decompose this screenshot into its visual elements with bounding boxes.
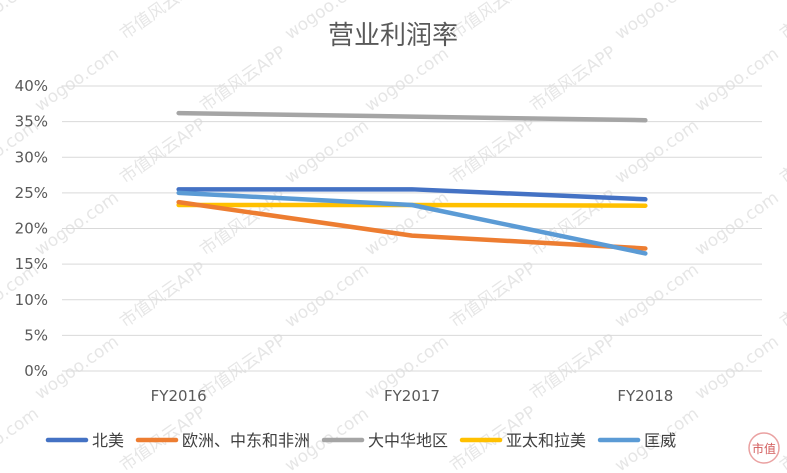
series-lines [176, 110, 648, 256]
watermark-text: 市值风云APP [526, 42, 620, 116]
series-line [176, 190, 648, 256]
watermark-text: wogoo.com [611, 116, 702, 188]
y-tick-label: 10% [15, 291, 48, 309]
watermark-text: 市值风云APP [116, 0, 210, 44]
y-tick-label: 5% [24, 326, 48, 344]
x-tick-label: FY2017 [384, 387, 440, 405]
watermark-text: 市值风云APP [776, 0, 787, 44]
watermark-text: wogoo.com [611, 260, 702, 332]
watermark-text: wogoo.com [361, 44, 452, 116]
legend-label: 匡威 [644, 431, 676, 450]
watermark-text: 市值风云APP [446, 114, 540, 188]
watermark-logo-text: 市值 [752, 441, 776, 456]
x-tick-label: FY2016 [151, 387, 207, 405]
watermark-text: 市值风云APP [776, 402, 787, 473]
legend-label: 欧洲、中东和非洲 [182, 431, 310, 450]
x-axis-ticks: FY2016 FY2017 FY2018 [151, 387, 674, 405]
watermark-text: 市值风云APP [526, 330, 620, 404]
watermark-text: 市值风云APP [446, 0, 540, 44]
y-tick-label: 40% [15, 77, 48, 95]
watermark-text: 市值风云APP [196, 330, 290, 404]
watermark-text: wogoo.com [0, 0, 43, 44]
watermark-text: 市值风云APP [446, 258, 540, 332]
watermark-text: 市值风云APP [196, 42, 290, 116]
series-line [176, 187, 648, 202]
x-tick-label: FY2018 [617, 387, 673, 405]
gridlines [62, 85, 762, 372]
watermark-text: wogoo.com [691, 332, 782, 404]
y-tick-label: 25% [15, 184, 48, 202]
watermark-logo: 市值 [748, 432, 780, 464]
y-tick-label: 20% [15, 220, 48, 238]
legend-label: 大中华地区 [368, 431, 448, 450]
watermark-text: wogoo.com [281, 116, 372, 188]
y-axis-ticks: 0% 5% 10% 15% 20% 25% 30% 35% 40% [15, 77, 48, 380]
y-tick-label: 30% [15, 148, 48, 166]
watermark-text: wogoo.com [361, 188, 452, 260]
chart-title: 营业利润率 [328, 21, 458, 51]
y-tick-label: 35% [15, 113, 48, 131]
legend-label: 北美 [92, 431, 124, 450]
watermark-text: 市值风云APP [776, 114, 787, 188]
watermark-text: wogoo.com [691, 188, 782, 260]
watermark-text: 市值风云APP [116, 258, 210, 332]
y-tick-label: 0% [24, 362, 48, 380]
series-line [176, 110, 648, 123]
watermark-text: wogoo.com [691, 44, 782, 116]
watermark-text: 市值风云APP [776, 258, 787, 332]
y-tick-label: 15% [15, 255, 48, 273]
watermark-text: wogoo.com [281, 260, 372, 332]
watermark-text: 市值风云APP [116, 114, 210, 188]
watermark-text: wogoo.com [0, 404, 43, 473]
series-line [176, 199, 648, 251]
watermark-logo-circle [748, 432, 780, 464]
watermark-text: wogoo.com [611, 0, 702, 44]
legend-label: 亚太和拉美 [506, 431, 586, 450]
legend: 北美 欧洲、中东和非洲 大中华地区 亚太和拉美 匡威 [45, 431, 676, 450]
